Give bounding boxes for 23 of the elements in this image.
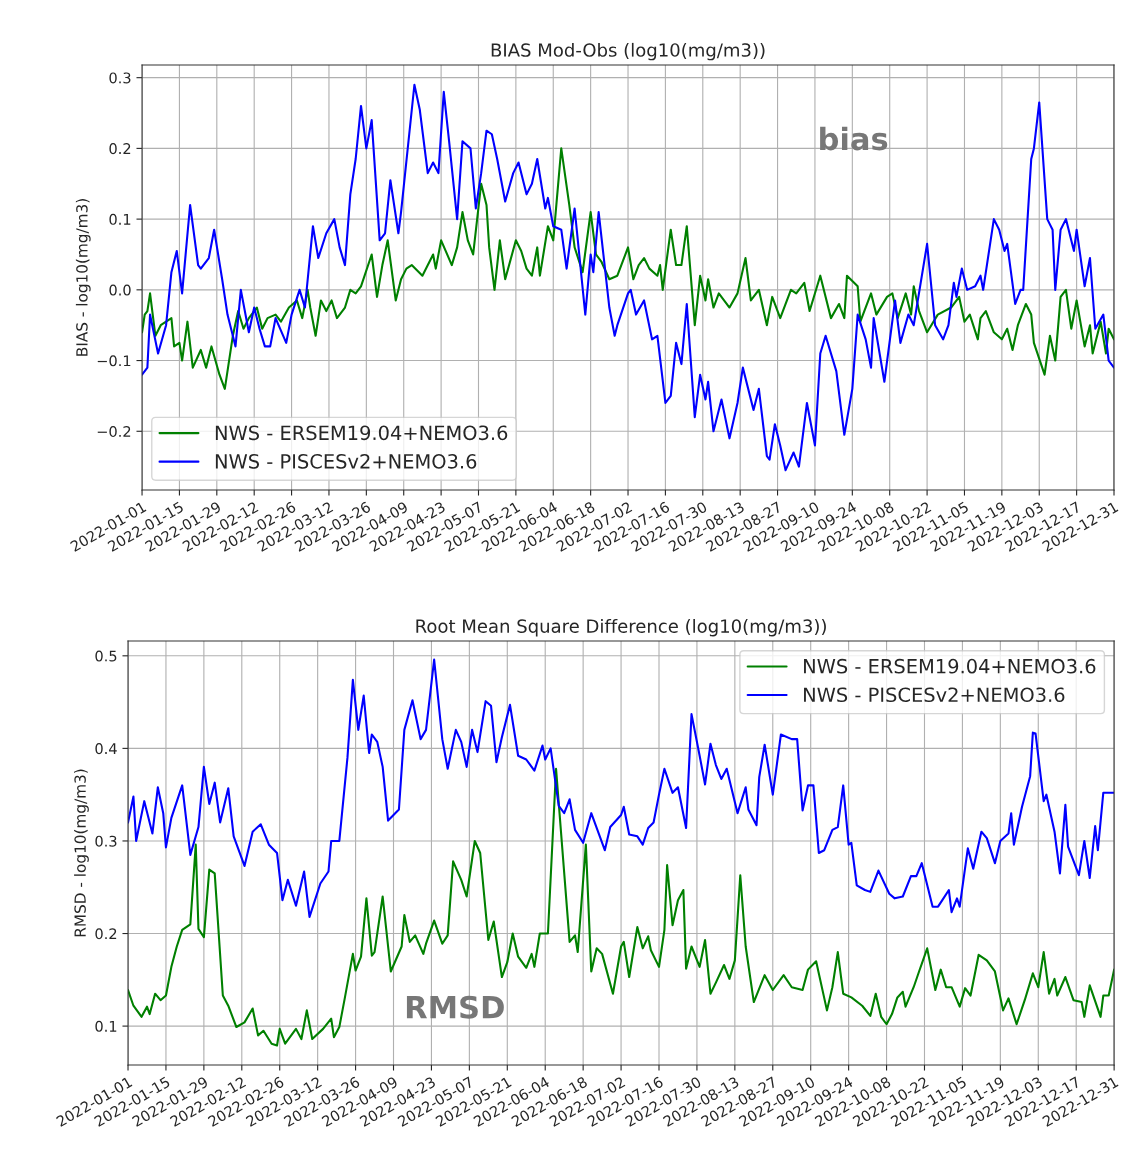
y-tick-label: 0.2 xyxy=(95,928,117,940)
y-tick-label: −0.2 xyxy=(97,425,131,438)
legend-label: NWS - PISCESv2+NEMO3.6 xyxy=(215,454,477,469)
y-tick-label: −0.1 xyxy=(97,355,131,367)
y-tick-label: 0.1 xyxy=(109,213,131,225)
y-tick-label: 0.2 xyxy=(109,143,131,155)
line-series xyxy=(142,83,1115,472)
legend-label: NWS - PISCESv2+NEMO3.6 xyxy=(804,687,1065,703)
legend-label: NWS - ERSEM19.04+NEMO3.6 xyxy=(215,425,508,441)
y-tick-label: 0.0 xyxy=(109,284,131,296)
annotation: bias xyxy=(820,126,888,151)
chart-title: Root Mean Square Difference (log10(mg/m3)) xyxy=(416,618,826,637)
y-tick-label: 0.4 xyxy=(95,743,117,755)
chart-title: BIAS Mod-Obs (log10(mg/m3)) xyxy=(491,42,765,61)
y-axis-title: BIAS - log10(mg/m3) xyxy=(75,199,91,356)
line-series xyxy=(128,658,1115,918)
y-axis-title: RMSD - log10(mg/m3) xyxy=(74,769,89,937)
legend-label: NWS - ERSEM19.04+NEMO3.6 xyxy=(804,658,1096,674)
y-tick-label: 0.3 xyxy=(95,835,117,847)
y-tick-label: 0.3 xyxy=(109,72,131,84)
line-series xyxy=(128,767,1115,1047)
y-tick-label: 0.1 xyxy=(95,1020,117,1032)
y-tick-label: 0.5 xyxy=(95,650,117,662)
